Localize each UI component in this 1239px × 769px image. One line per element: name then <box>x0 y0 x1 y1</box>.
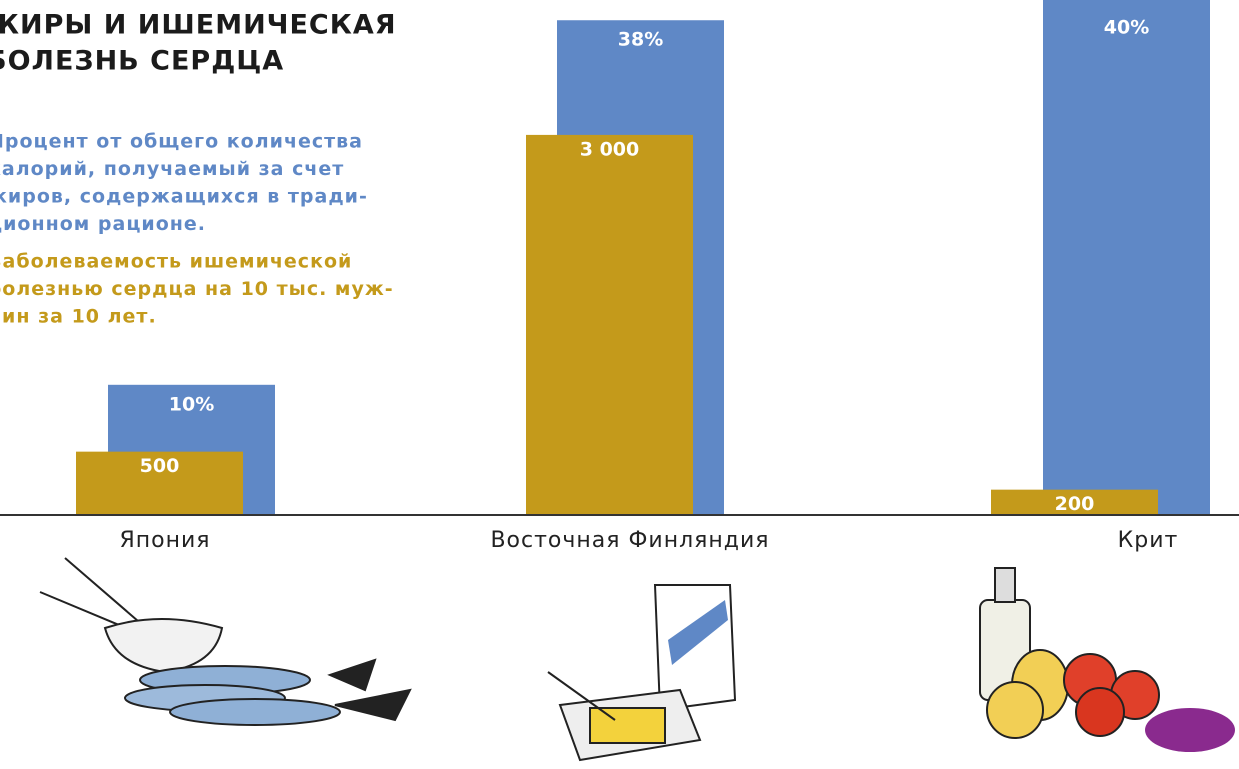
value-label: 38% <box>618 29 663 51</box>
knife <box>547 671 616 721</box>
value-label: 10% <box>169 393 214 415</box>
value-label: 200 <box>1055 493 1095 515</box>
grapes <box>1145 708 1235 752</box>
bar <box>526 134 693 515</box>
value-label: 40% <box>1104 17 1149 39</box>
x-tick-label: Япония <box>119 528 210 553</box>
x-tick-label: Восточная Финляндия <box>490 528 769 553</box>
bottle-neck <box>994 567 1016 603</box>
butter <box>589 707 666 744</box>
illustrations <box>39 557 1235 762</box>
legend-text: чин за 10 лет. <box>0 306 157 328</box>
bar <box>991 489 1158 515</box>
milk-stripe <box>668 600 728 665</box>
chart-title: ЖИРЫ И ИШЕМИЧЕСКАЯ <box>0 10 397 41</box>
apple <box>1075 687 1125 737</box>
legend-text: болезнью сердца на 10 тыс. муж- <box>0 278 394 300</box>
x-tick-label: Крит <box>1118 528 1179 553</box>
legend-text: Процент от общего количества <box>0 131 363 153</box>
legend-text: калорий, получаемый за счет <box>0 158 344 180</box>
bar <box>76 451 243 515</box>
value-label: 500 <box>140 455 180 477</box>
pear <box>986 681 1044 739</box>
fish-tail <box>327 658 412 722</box>
legend-text: ционном рационе. <box>0 213 206 235</box>
value-label: 3 000 <box>580 138 640 160</box>
legend-text: Заболеваемость ишемической <box>0 251 352 273</box>
fish <box>169 698 341 726</box>
rice-bowl <box>103 618 224 674</box>
bar <box>1043 0 1210 515</box>
legend-text: жиров, содержащихся в тради- <box>0 186 368 208</box>
chart-title: БОЛЕЗНЬ СЕРДЦА <box>0 46 284 77</box>
